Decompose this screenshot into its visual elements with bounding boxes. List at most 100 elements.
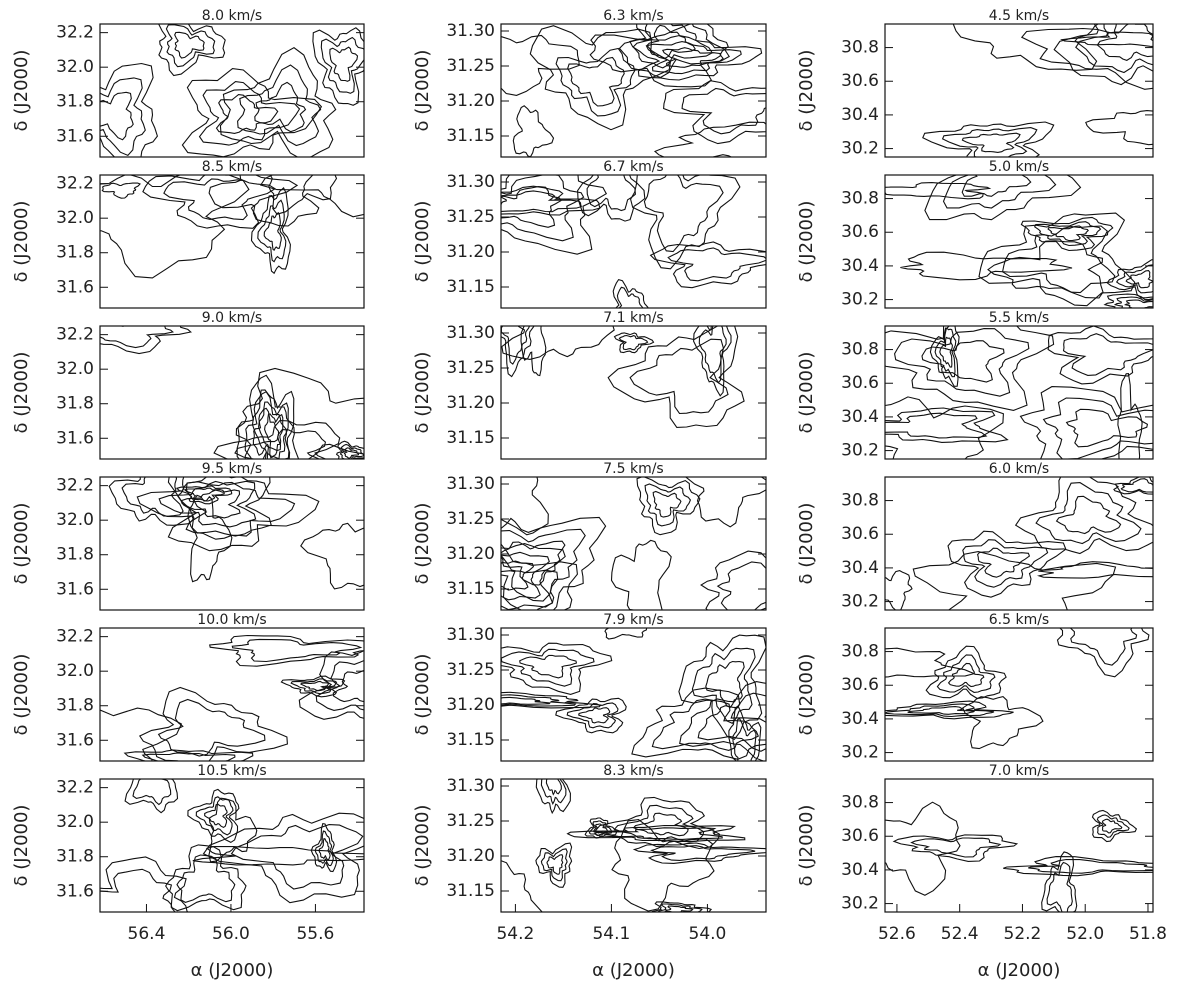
contour [684,477,766,528]
contour [263,211,282,252]
panel-title: 6.3 km/s [603,8,663,24]
contour [1117,373,1143,459]
contour [546,854,564,875]
contour [613,804,705,843]
y-axis-label: δ (J2000) [412,503,433,585]
x-tick-label: 52.6 [878,924,916,944]
contour-group [501,175,766,308]
y-tick-label: 30.6 [841,675,879,695]
contour [535,842,573,888]
y-tick-label: 31.30 [446,776,495,796]
panel-frame [99,627,365,762]
contour [679,681,766,761]
contour [234,429,327,459]
y-tick-label: 31.20 [446,242,495,262]
contour [235,367,364,459]
contour [1125,270,1153,289]
contour [586,175,636,212]
contour [315,659,364,711]
contour [629,34,763,81]
panel-frame [884,174,1154,309]
contour [175,485,233,505]
y-axis-label: δ (J2000) [796,352,817,434]
y-axis-label: δ (J2000) [412,352,433,434]
contour [501,326,615,360]
y-tick-label: 31.20 [446,695,495,715]
y-tick-label: 31.30 [446,323,495,343]
panel-title: 8.5 km/s [202,159,262,175]
contour-group [885,326,1153,459]
contour-group [501,779,766,912]
y-tick-label: 30.2 [841,290,879,310]
contour [1096,24,1153,62]
contour [176,854,236,903]
contour [257,199,287,263]
y-tick-label: 32.2 [56,325,94,345]
panel-title: 10.0 km/s [197,612,266,628]
y-axis-label: δ (J2000) [412,50,433,132]
y-tick-label: 31.25 [446,56,495,76]
y-tick-label: 30.6 [841,373,879,393]
contour [589,24,729,88]
contour [885,801,961,896]
contour [987,240,1104,299]
contour [1047,326,1153,385]
y-tick-label: 30.2 [841,441,879,461]
contour [618,24,730,79]
contour [157,698,266,757]
contour [1041,851,1078,912]
contour [681,87,766,135]
y-tick-label: 31.20 [446,846,495,866]
x-tick-label: 52.4 [941,924,979,944]
contour [343,447,360,459]
contour [716,561,766,610]
contour [251,389,295,459]
y-tick-label: 32.0 [56,661,94,681]
panel-title: 6.5 km/s [989,612,1049,628]
contour [501,190,582,213]
contour [678,634,766,740]
contour [578,707,611,724]
contour [181,68,323,157]
x-tick-label: 54.0 [689,924,727,944]
x-tick-label: 56.0 [212,924,250,944]
contour-group [922,24,1153,157]
contour [329,46,359,82]
contour-group [100,175,364,279]
y-tick-label: 31.8 [56,243,94,263]
contour [236,374,300,459]
panel-title: 4.5 km/s [989,8,1049,24]
panel-frame [500,174,767,309]
contour [929,326,960,387]
contour [566,702,619,729]
x-axis-label: α (J2000) [592,960,675,981]
contour [650,901,713,912]
x-axis-label: α (J2000) [191,960,274,981]
y-axis-label: δ (J2000) [11,654,32,736]
y-tick-label: 32.2 [56,23,94,43]
panel-title: 8.0 km/s [202,8,262,24]
y-tick-label: 31.15 [446,881,495,901]
contour [892,834,1019,862]
y-tick-label: 30.8 [841,642,879,662]
contour [132,779,172,806]
panel-title: 7.9 km/s [603,612,663,628]
contour [632,24,713,69]
contour [632,842,766,864]
contour [629,338,729,415]
contour [693,326,732,397]
contour [174,31,205,59]
y-axis-label: δ (J2000) [412,201,433,283]
contour [187,788,240,844]
y-tick-label: 32.0 [56,57,94,77]
contour [209,634,364,667]
contour [1096,814,1130,838]
y-tick-label: 30.2 [841,743,879,763]
y-tick-label: 31.8 [56,847,94,867]
contour [885,647,976,678]
contour [1115,264,1153,294]
contour [942,175,1057,209]
contour [616,286,644,308]
contour [158,480,257,528]
contour [885,407,1009,443]
